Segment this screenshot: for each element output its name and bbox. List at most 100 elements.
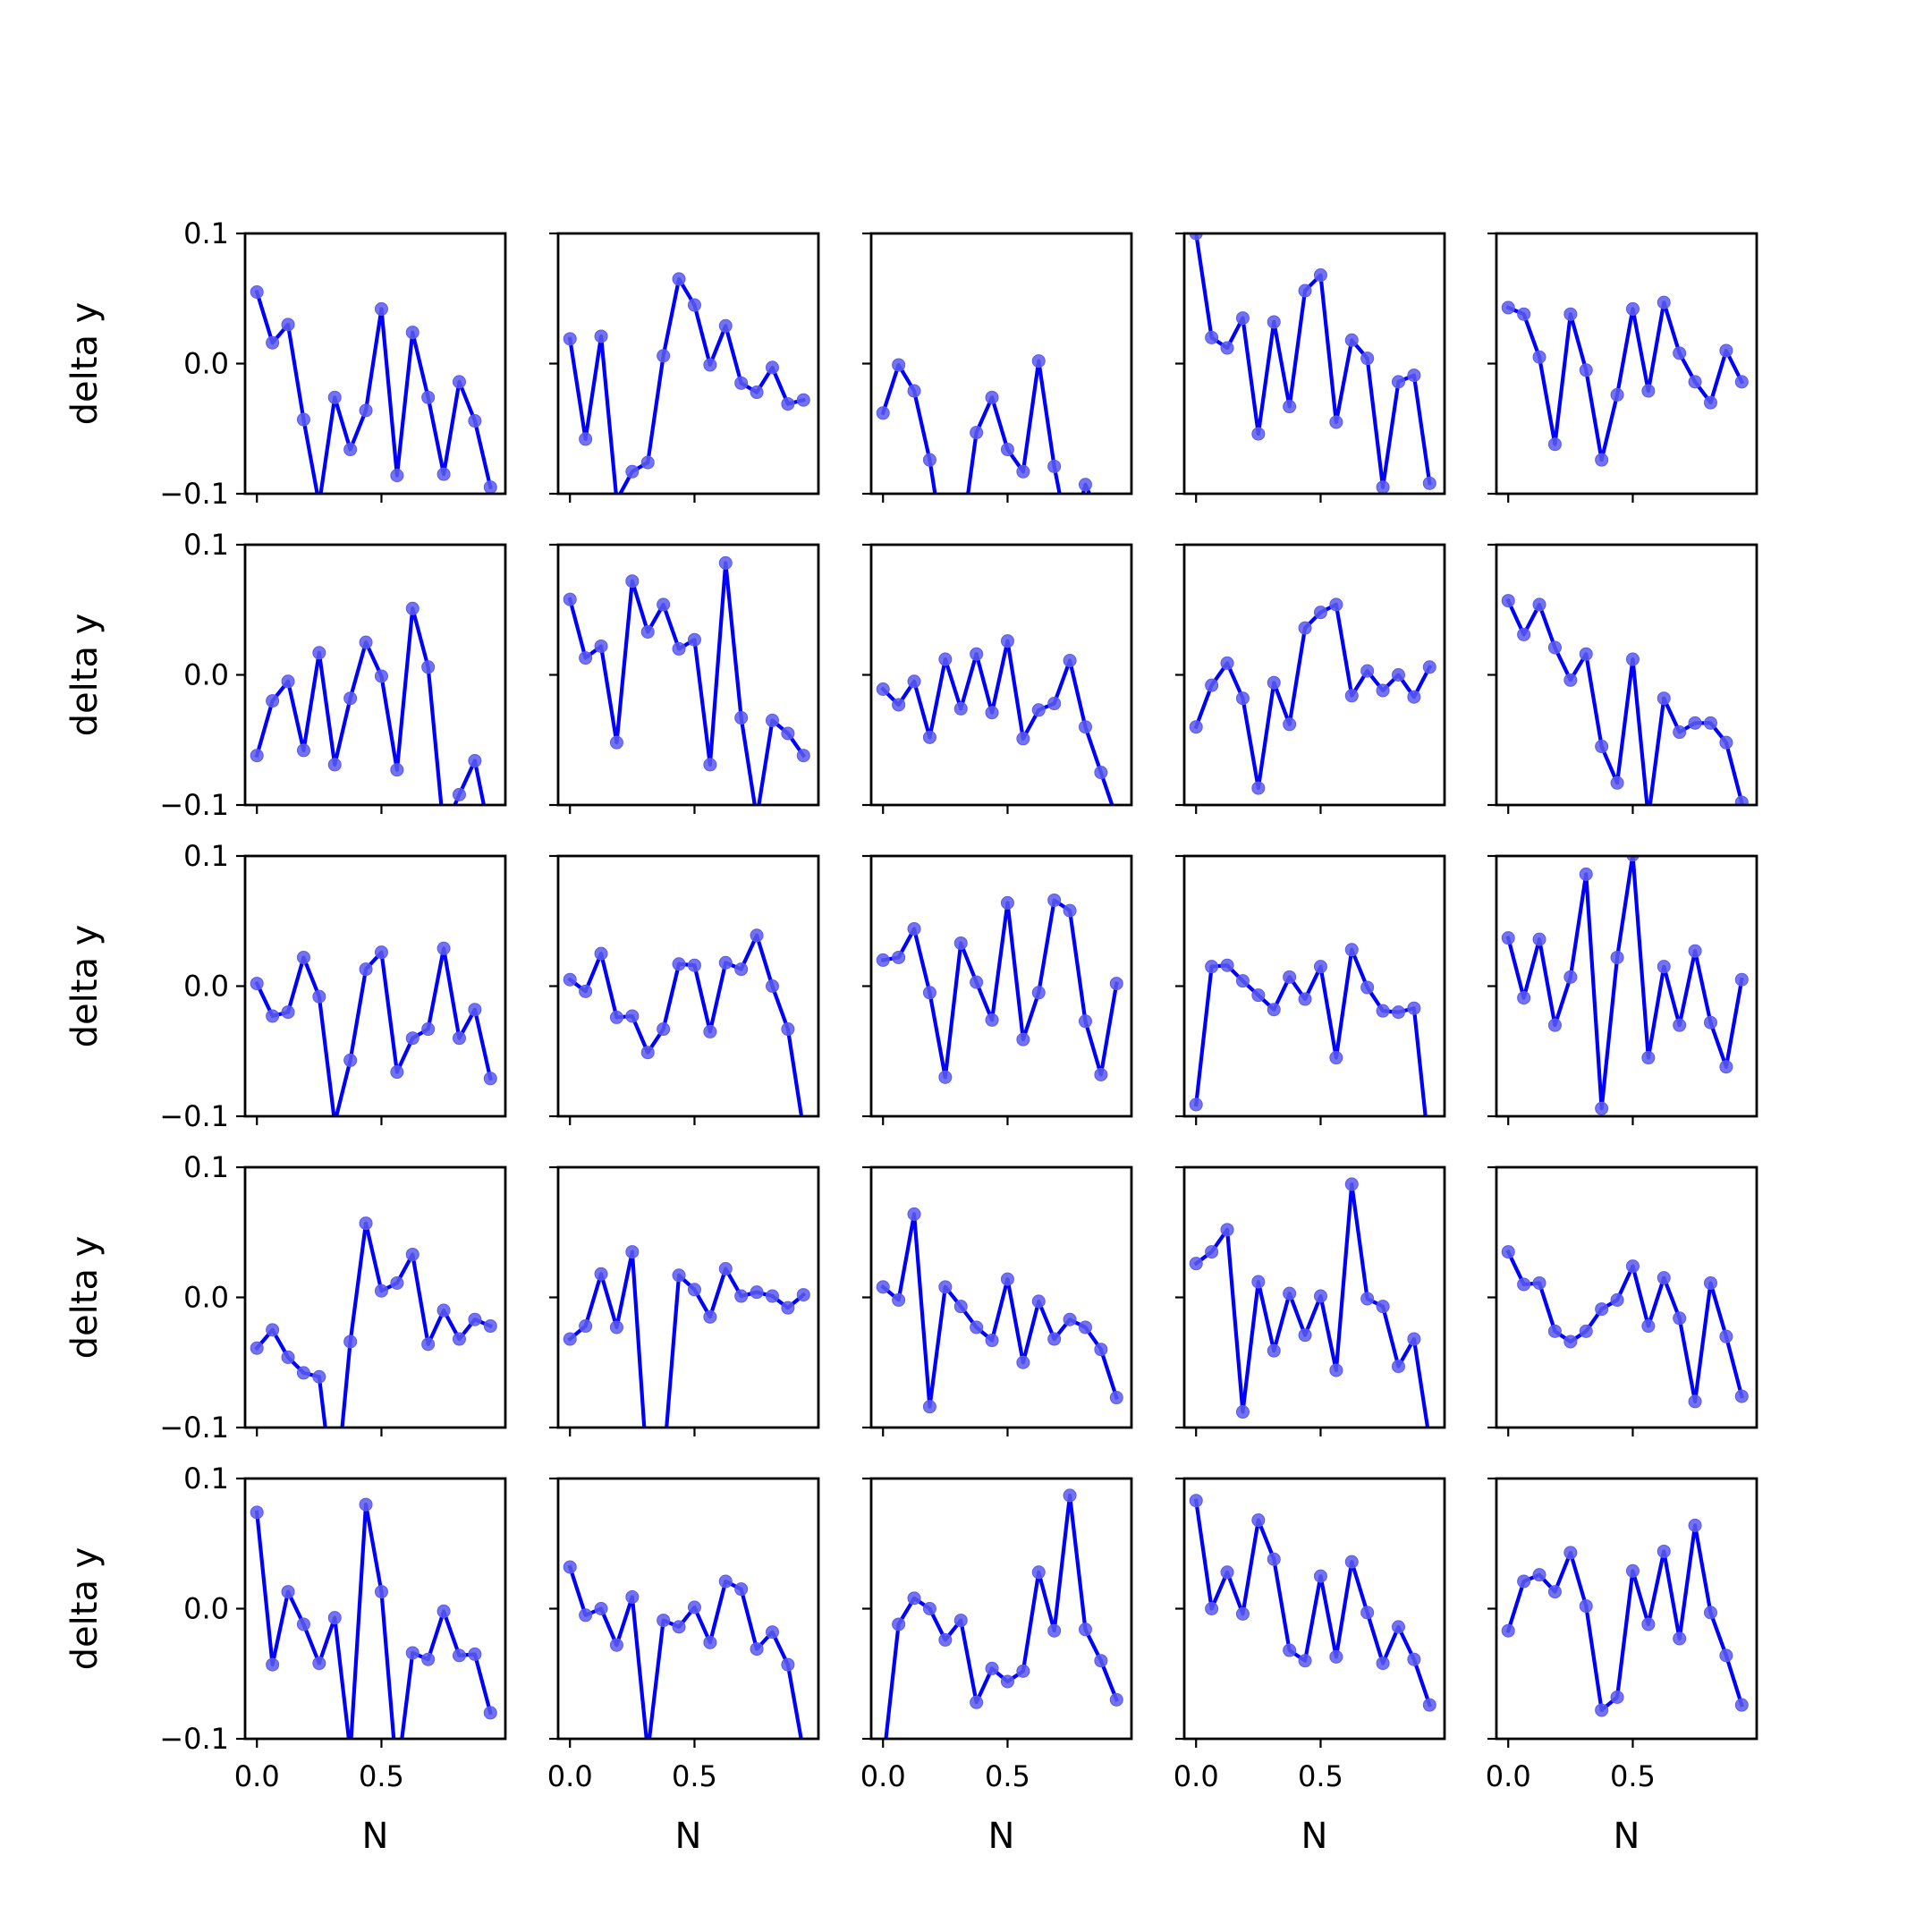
data-point	[1047, 459, 1062, 473]
data-point	[985, 390, 999, 404]
data-point	[1189, 233, 1203, 241]
data-point	[1532, 1275, 1546, 1290]
data-point	[970, 1320, 984, 1335]
y-axis-label: delta y	[64, 1236, 106, 1360]
data-point	[1719, 343, 1733, 358]
data-point	[970, 426, 984, 440]
data-point	[405, 601, 419, 615]
data-point	[1360, 352, 1375, 366]
data-point	[907, 1207, 921, 1221]
data-point	[1563, 673, 1578, 687]
series-group	[876, 1207, 1123, 1414]
data-point	[734, 711, 749, 725]
data-point	[1688, 944, 1702, 958]
data-point	[1595, 1101, 1609, 1115]
data-point	[750, 386, 764, 400]
data-point	[452, 1332, 466, 1346]
data-point	[781, 1301, 795, 1315]
data-point	[563, 592, 577, 606]
data-point	[421, 1022, 436, 1037]
y-axis-label: delta y	[64, 925, 106, 1048]
data-point	[609, 1638, 623, 1652]
data-point	[1547, 437, 1562, 452]
data-point	[343, 691, 358, 706]
data-point	[734, 1289, 749, 1303]
data-point	[640, 1046, 655, 1060]
series-line	[567, 276, 806, 494]
data-point	[1563, 970, 1578, 984]
data-point	[390, 1275, 404, 1290]
data-point	[1579, 363, 1593, 377]
y-tick-label: 0.1	[183, 216, 229, 250]
panel-r4-c3	[862, 1165, 1133, 1436]
data-point	[1734, 375, 1749, 389]
data-point	[922, 453, 936, 467]
data-point	[1344, 1555, 1359, 1569]
series-group	[1501, 856, 1749, 1115]
series-line	[254, 1221, 494, 1428]
data-point	[1313, 960, 1327, 974]
y-tick-label: −0.1	[159, 477, 229, 511]
data-point	[970, 975, 984, 989]
data-point	[579, 432, 593, 446]
series-group	[876, 354, 1092, 494]
x-tick-label: 0.0	[1486, 1759, 1531, 1793]
panel-r1-c2	[549, 232, 820, 503]
series-line	[1193, 602, 1433, 791]
data-point	[657, 349, 671, 363]
data-point	[452, 787, 466, 801]
data-point	[907, 921, 921, 936]
data-point	[687, 1600, 701, 1614]
data-point	[374, 1284, 388, 1298]
panel-r3-c1: −0.1 0.0 0.1 delta y	[64, 839, 507, 1133]
data-point	[1205, 1602, 1219, 1615]
data-point	[579, 1608, 593, 1623]
data-point	[1719, 1648, 1733, 1663]
data-point	[1625, 1563, 1640, 1578]
data-point	[579, 651, 593, 665]
data-point	[327, 390, 342, 404]
series-line	[1194, 233, 1432, 489]
data-point	[1673, 346, 1687, 360]
data-point	[1719, 1060, 1733, 1074]
data-point	[1501, 1245, 1515, 1259]
data-point	[1000, 895, 1014, 910]
series-line	[880, 898, 1119, 1080]
data-point	[374, 1585, 388, 1599]
data-point	[1579, 1599, 1593, 1614]
x-axis-label: N	[1301, 1816, 1328, 1857]
data-point	[657, 1614, 671, 1628]
data-point	[266, 1323, 280, 1337]
series-line	[1193, 1498, 1432, 1707]
data-point	[281, 1005, 295, 1020]
data-point	[1517, 991, 1531, 1005]
data-point	[876, 953, 890, 967]
panel-r1-c4	[1175, 232, 1446, 503]
data-point	[483, 1706, 497, 1720]
data-point	[312, 646, 326, 660]
data-point	[579, 1319, 593, 1334]
data-point	[1657, 691, 1671, 706]
data-point	[1501, 1623, 1515, 1638]
data-point	[1078, 1623, 1092, 1637]
series-line	[880, 359, 1092, 494]
data-point	[296, 1366, 310, 1380]
data-point	[1703, 1015, 1717, 1030]
data-point	[1391, 1620, 1405, 1634]
series-group	[563, 272, 810, 494]
data-point	[359, 1216, 373, 1231]
data-point	[657, 597, 671, 612]
data-point	[1734, 1698, 1749, 1712]
data-point	[1703, 1606, 1717, 1620]
data-point	[1047, 1332, 1062, 1346]
x-tick-label: 0.5	[985, 1759, 1030, 1793]
data-point	[1251, 427, 1266, 441]
data-point	[563, 1332, 577, 1346]
data-point	[1703, 716, 1717, 730]
data-point	[1016, 1355, 1030, 1369]
y-tick-label: 0.0	[183, 970, 229, 1004]
series-group	[250, 941, 497, 1116]
data-point	[1251, 988, 1266, 1003]
data-point	[953, 1614, 968, 1628]
data-point	[1625, 652, 1640, 666]
